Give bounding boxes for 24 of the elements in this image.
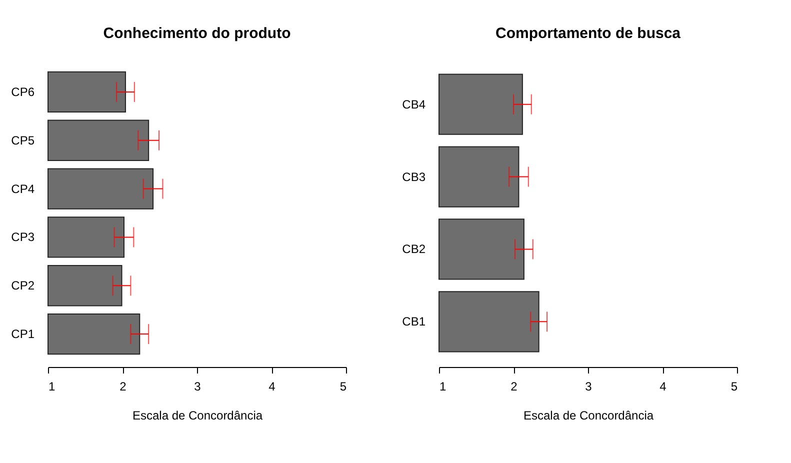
x-tick-label: 3 — [585, 380, 592, 394]
x-axis-title: Escala de Concordância — [132, 408, 263, 422]
x-axis-title: Escala de Concordância — [523, 408, 654, 422]
x-tick-label: 1 — [440, 380, 446, 394]
y-tick-label: CP1 — [11, 327, 35, 342]
x-tick-label: 5 — [340, 380, 347, 394]
chart-title: Comportamento de busca — [495, 25, 682, 42]
x-tick-label: 3 — [194, 380, 202, 394]
chart-title: Conhecimento do produto — [103, 25, 291, 42]
x-tick-label: 2 — [510, 380, 518, 394]
x-tick-label: 1 — [48, 380, 56, 394]
y-tick-label: CB2 — [402, 242, 426, 256]
y-tick-label: CB4 — [402, 97, 426, 112]
x-tick-label: 5 — [730, 380, 738, 394]
y-tick-label: CB3 — [402, 170, 426, 184]
y-tick-label: CP4 — [11, 182, 35, 196]
x-tick-label: 4 — [660, 380, 667, 394]
y-tick-label: CP5 — [11, 133, 35, 148]
y-tick-label: CP3 — [11, 230, 35, 244]
y-tick-label: CP6 — [11, 84, 35, 99]
y-tick-label: CB1 — [402, 314, 426, 329]
x-tick-label: 2 — [120, 380, 127, 394]
x-tick-label: 4 — [268, 380, 276, 394]
y-tick-label: CP2 — [11, 278, 35, 293]
